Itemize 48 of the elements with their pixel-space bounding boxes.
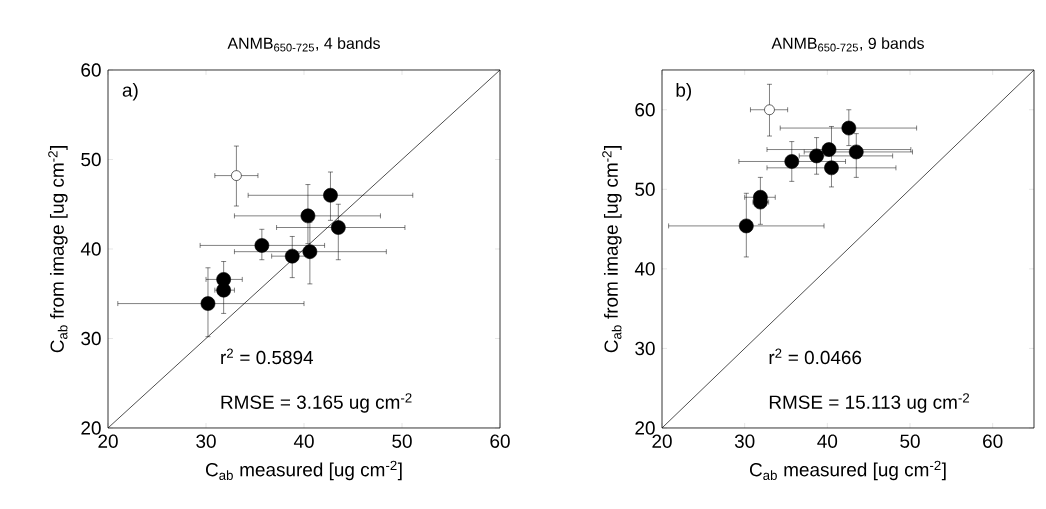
point xyxy=(739,218,754,234)
point xyxy=(764,104,775,116)
point xyxy=(809,148,824,164)
x-tick-label: 20 xyxy=(652,434,672,448)
x-tick-label: 50 xyxy=(392,434,412,448)
point xyxy=(300,208,316,224)
chart-title: ANMB$_{650-725}$, 9 bands xyxy=(771,37,924,52)
y-axis-title: C$_{ab}$ from image [ug cm$^{-2}$] xyxy=(602,146,622,353)
annotation: a) xyxy=(122,82,138,101)
x-tick-label: 50 xyxy=(900,434,920,448)
point xyxy=(331,220,346,235)
x-axis-title: C$_{ab}$ measured [ug cm$^{-2}$] xyxy=(749,460,946,481)
y-axis-title: C$_{ab}$ from image [ug cm$^{-2}$] xyxy=(48,146,68,353)
y-tick-label: 50 xyxy=(81,152,101,167)
x-tick-label: 40 xyxy=(293,434,314,448)
annotation: RMSE = 15.113 ug cm$^{-2}$ xyxy=(769,393,970,413)
x-tick-label: 30 xyxy=(734,434,755,448)
point xyxy=(200,296,216,311)
y-tick-label: 60 xyxy=(81,63,101,77)
point xyxy=(841,120,857,136)
x-axis-title: C$_{ab}$ measured [ug cm$^{-2}$] xyxy=(205,460,402,481)
point xyxy=(824,160,839,176)
point xyxy=(231,170,242,181)
annotation: r$^{2}$ = 0.0466 xyxy=(769,348,862,365)
y-tick-label: 20 xyxy=(635,421,655,435)
y-tick-label: 30 xyxy=(81,331,101,346)
annotation: r$^{2}$ = 0.5894 xyxy=(221,348,314,365)
annotation: RMSE = 3.165 ug cm$^{-2}$ xyxy=(221,393,412,413)
y-tick-label: 40 xyxy=(634,262,655,276)
point xyxy=(821,142,837,157)
x-tick-label: 60 xyxy=(983,434,1003,448)
point xyxy=(848,144,864,160)
point xyxy=(323,187,338,203)
y-tick-label: 30 xyxy=(635,341,655,356)
point xyxy=(784,154,800,169)
x-tick-label: 30 xyxy=(196,434,216,448)
point xyxy=(302,244,318,259)
y-tick-label: 20 xyxy=(81,421,101,435)
x-tick-label: 20 xyxy=(98,434,118,448)
point xyxy=(254,238,270,253)
chart-title: ANMB$_{650-725}$, 4 bands xyxy=(227,37,380,52)
y-tick-label: 60 xyxy=(635,103,655,117)
annotation: b) xyxy=(676,82,692,101)
y-tick-label: 50 xyxy=(635,182,655,197)
x-tick-label: 40 xyxy=(817,434,838,448)
point xyxy=(284,248,300,264)
y-tick-label: 40 xyxy=(80,242,101,256)
x-tick-label: 60 xyxy=(490,434,510,448)
